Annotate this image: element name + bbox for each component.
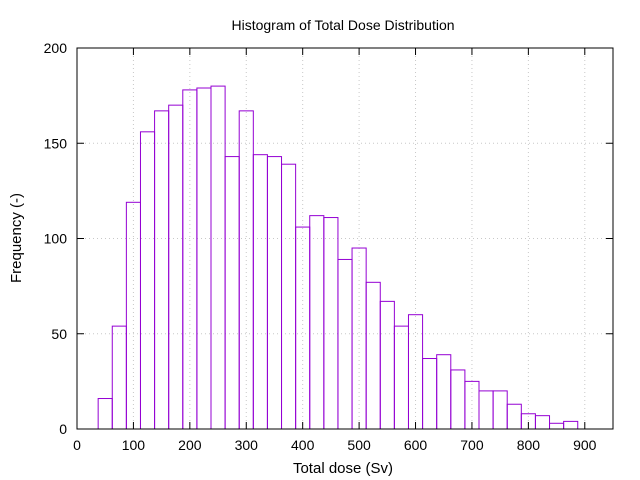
histogram-bar	[393, 325, 409, 430]
x-axis-label: Total dose (Sv)	[293, 460, 393, 477]
y-tick-label: 0	[59, 421, 67, 437]
histogram-bar	[238, 110, 254, 430]
histogram-bar	[266, 156, 283, 430]
x-tick-label: 600	[404, 437, 428, 453]
histogram-bar	[196, 87, 212, 430]
histogram-bar	[139, 131, 156, 430]
histogram-bar	[422, 358, 438, 430]
histogram-bar	[210, 85, 226, 430]
y-tick-label: 100	[44, 231, 68, 247]
histogram-bar	[351, 247, 367, 430]
histogram-bar	[492, 390, 508, 430]
histogram-bar	[436, 354, 452, 430]
grid-lines	[77, 48, 613, 429]
y-axis-label: Frequency (-)	[8, 193, 25, 283]
histogram-bar	[478, 390, 494, 430]
histogram-bar	[97, 398, 113, 430]
histogram-bar	[224, 156, 240, 430]
histogram-bar	[323, 217, 339, 430]
histogram-bar	[337, 258, 353, 430]
histogram-bar	[365, 281, 381, 430]
y-tick-label: 150	[44, 135, 68, 151]
histogram-bar	[154, 110, 170, 430]
histogram-bar	[549, 422, 565, 430]
histogram-bar	[252, 154, 268, 430]
x-tick-label: 700	[460, 437, 484, 453]
histogram-bar	[506, 403, 522, 430]
histogram-bars	[97, 85, 579, 430]
histogram-bar	[379, 300, 395, 430]
x-tick-label: 0	[73, 437, 81, 453]
histogram-bar	[168, 104, 184, 430]
x-tick-label: 400	[291, 437, 315, 453]
axis-ticks: 0 50 100 150 200 0 100 200 300 400 500 600 700 800 900	[44, 40, 613, 453]
histogram-bar	[407, 314, 424, 430]
histogram-bar	[563, 420, 579, 430]
y-tick-label: 200	[44, 40, 68, 56]
histogram-bar	[309, 215, 325, 430]
x-tick-label: 900	[573, 437, 597, 453]
x-tick-label: 100	[122, 437, 146, 453]
histogram-bar	[534, 415, 551, 430]
x-tick-label: 800	[517, 437, 541, 453]
chart-title: Histogram of Total Dose Distribution	[231, 17, 454, 33]
x-tick-label: 300	[235, 437, 259, 453]
histogram-bar	[450, 369, 466, 430]
x-tick-label: 200	[178, 437, 202, 453]
y-tick-label: 50	[51, 326, 67, 342]
histogram-bar	[111, 325, 127, 430]
histogram-bar	[281, 163, 297, 430]
x-tick-label: 500	[347, 437, 371, 453]
